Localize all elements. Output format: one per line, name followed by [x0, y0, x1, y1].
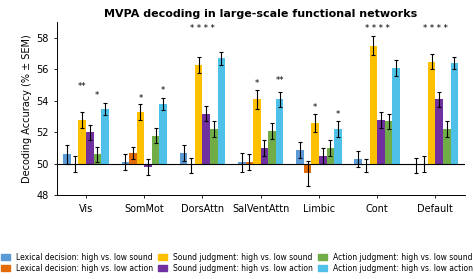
Text: **: ** — [275, 76, 284, 85]
Title: MVPA decoding in large-scale functional networks: MVPA decoding in large-scale functional … — [104, 9, 417, 19]
Bar — [246, 162, 253, 164]
Bar — [86, 133, 93, 164]
Text: *: * — [255, 79, 259, 88]
Bar — [334, 129, 342, 164]
Bar — [187, 164, 195, 165]
Bar — [385, 121, 392, 164]
Bar — [377, 120, 385, 164]
Y-axis label: Decoding Accuracy (% ± SEM): Decoding Accuracy (% ± SEM) — [22, 34, 32, 183]
Bar — [296, 150, 304, 164]
Legend: Lexical decision: high vs. low sound, Lexical decision: high vs. low action, Sou: Lexical decision: high vs. low sound, Le… — [0, 251, 474, 275]
Bar — [311, 123, 319, 164]
Bar — [218, 59, 225, 164]
Text: *: * — [336, 110, 340, 119]
Bar — [370, 46, 377, 164]
Bar — [436, 99, 443, 164]
Bar — [319, 156, 327, 164]
Bar — [129, 153, 137, 164]
Text: *: * — [138, 94, 143, 103]
Bar — [443, 129, 451, 164]
Bar — [202, 114, 210, 164]
Bar — [180, 153, 187, 164]
Bar — [261, 148, 268, 164]
Bar — [195, 65, 202, 164]
Bar — [253, 99, 261, 164]
Bar — [428, 62, 436, 164]
Bar — [413, 164, 420, 165]
Bar — [268, 131, 276, 164]
Bar — [451, 63, 458, 164]
Bar — [304, 164, 311, 173]
Bar — [327, 148, 334, 164]
Text: * * * *: * * * * — [190, 24, 215, 33]
Text: *: * — [161, 86, 165, 95]
Bar — [93, 154, 101, 164]
Bar — [355, 159, 362, 164]
Text: *: * — [313, 103, 317, 112]
Bar — [101, 109, 109, 164]
Bar — [64, 154, 71, 164]
Bar — [276, 99, 283, 164]
Text: *: * — [95, 91, 100, 100]
Bar — [159, 104, 167, 164]
Bar — [144, 164, 152, 167]
Bar — [152, 136, 159, 164]
Bar — [210, 129, 218, 164]
Text: * * * *: * * * * — [423, 24, 448, 33]
Bar — [362, 164, 370, 165]
Bar — [238, 162, 246, 164]
Bar — [137, 112, 144, 164]
Bar — [78, 120, 86, 164]
Bar — [121, 162, 129, 164]
Text: **: ** — [78, 82, 86, 91]
Text: * * * *: * * * * — [365, 24, 390, 33]
Bar — [392, 68, 400, 164]
